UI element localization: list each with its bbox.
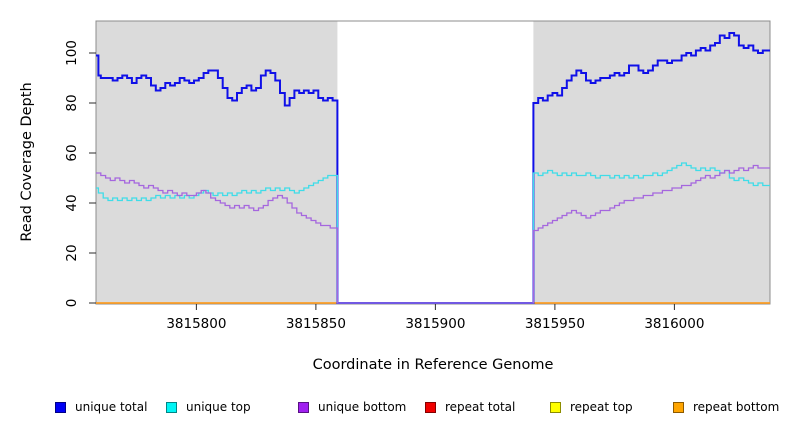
legend-label: unique top xyxy=(186,400,251,414)
legend-label: repeat total xyxy=(445,400,516,414)
legend-swatch-repeat-top-icon xyxy=(550,401,561,413)
series-group xyxy=(96,32,770,304)
legend-label: repeat top xyxy=(570,400,633,414)
legend-item-repeat-total: repeat total xyxy=(425,398,515,416)
legend-label: unique total xyxy=(75,400,148,414)
y-tick-label: 80 xyxy=(64,94,80,111)
series-unique-top-line xyxy=(96,162,770,304)
legend-item-repeat-bottom: repeat bottom xyxy=(673,398,779,416)
series-unique-bottom-line xyxy=(96,164,770,304)
legend-swatch-repeat-total-icon xyxy=(425,401,436,413)
legend-label: unique bottom xyxy=(318,400,407,414)
x-tick-label: 3815950 xyxy=(525,316,585,332)
legend-item-unique-total: unique total xyxy=(55,398,147,416)
legend-swatch-unique-bottom-icon xyxy=(298,401,309,413)
coverage-gap-region xyxy=(337,21,534,304)
x-tick-label: 3815850 xyxy=(286,316,346,332)
y-tick-label: 100 xyxy=(64,40,80,66)
legend-item-unique-bottom: unique bottom xyxy=(298,398,406,416)
y-axis-title: Read Coverage Depth xyxy=(19,82,35,242)
legend-item-unique-top: unique top xyxy=(166,398,251,416)
series-unique-total-line xyxy=(96,32,770,304)
legend-swatch-unique-top-icon xyxy=(166,401,177,413)
y-tick-label: 60 xyxy=(64,144,80,161)
legend-item-repeat-top: repeat top xyxy=(550,398,633,416)
x-axis: 3815800 3815850 3815900 3815950 3816000 xyxy=(166,304,704,332)
x-tick-label: 3815900 xyxy=(405,316,465,332)
y-tick-label: 20 xyxy=(64,244,80,261)
y-axis: 0 20 40 60 80 100 xyxy=(64,40,96,307)
y-tick-label: 40 xyxy=(64,194,80,211)
x-tick-label: 3816000 xyxy=(644,316,704,332)
x-tick-label: 3815800 xyxy=(166,316,226,332)
x-axis-title: Coordinate in Reference Genome xyxy=(312,357,554,373)
legend-label: repeat bottom xyxy=(693,400,780,414)
legend: unique total unique top unique bottom repea… xyxy=(0,398,792,420)
legend-swatch-unique-total-icon xyxy=(55,401,66,413)
legend-swatch-repeat-bottom-icon xyxy=(673,401,684,413)
y-tick-label: 0 xyxy=(64,299,80,308)
